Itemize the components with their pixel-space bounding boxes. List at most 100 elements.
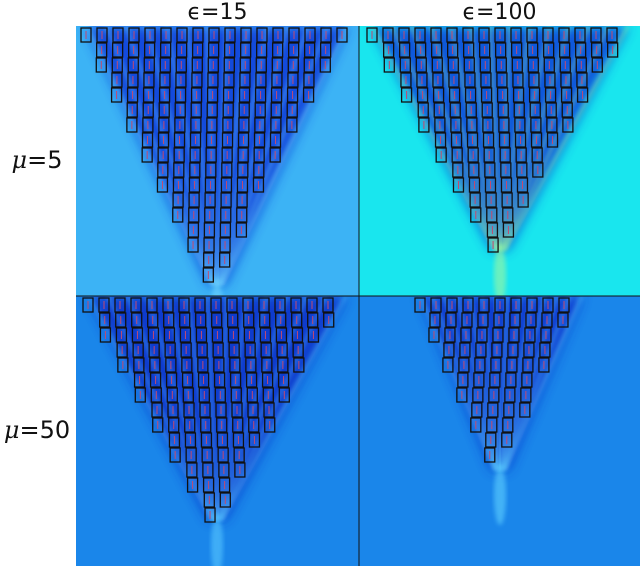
field-streak [84, 26, 214, 286]
particle-cell [270, 102, 282, 118]
particle-cell [510, 42, 523, 58]
particle-cell [261, 372, 274, 388]
particle-cell [218, 462, 230, 478]
particle-cell [538, 357, 550, 373]
particle-cell [228, 342, 240, 358]
particle-cell [178, 297, 190, 313]
particle-cell [180, 342, 192, 358]
particle-cell [132, 342, 144, 358]
particle-cell [235, 222, 248, 238]
particle-cell [117, 357, 129, 373]
particle-cell [304, 27, 316, 43]
particle-cell [216, 417, 228, 433]
particle-cell [142, 87, 155, 103]
particle-cell [236, 207, 248, 223]
field-streak [502, 26, 591, 251]
particle-cell [383, 57, 395, 73]
particle-cell [82, 297, 94, 313]
particle-cell [519, 402, 531, 418]
particle-cell [491, 342, 503, 358]
field-wedge [88, 296, 346, 520]
particle-cell [502, 222, 515, 238]
particle-cell [494, 42, 507, 58]
particle-cell [131, 312, 143, 328]
particle-cell [286, 117, 298, 133]
row-label-mu50: μ=50 [3, 416, 71, 444]
particle-cell [484, 177, 497, 193]
particle-cell [498, 117, 510, 133]
particle-cell [418, 117, 430, 133]
particle-cell [530, 132, 543, 148]
particle-cell [142, 102, 154, 118]
particle-cell [526, 297, 538, 313]
particle-cell [546, 117, 558, 133]
particle-cell [494, 297, 506, 313]
particle-cell [237, 147, 249, 163]
particle-cell [173, 162, 185, 178]
particle-cell [172, 177, 185, 193]
particle-cell [201, 447, 213, 463]
particle-cell [254, 117, 266, 133]
particle-cell [147, 312, 159, 328]
particle-cell [287, 72, 299, 88]
particle-cell [150, 387, 162, 403]
particle-cell [116, 342, 128, 358]
particle-cell [431, 57, 443, 73]
field-streak [165, 26, 217, 286]
particle-cell [277, 372, 290, 388]
particle-cell [205, 147, 217, 163]
particle-cell [303, 57, 315, 73]
field-streak [185, 26, 218, 286]
particle-cell [500, 162, 512, 178]
particle-cell [486, 417, 498, 433]
particle-cell [606, 27, 618, 43]
particle-cell [446, 297, 458, 313]
particle-cell [574, 42, 587, 58]
particle-cell [446, 27, 458, 43]
particle-cell [248, 432, 261, 448]
particle-cell [168, 417, 180, 433]
particle-cell [190, 117, 202, 133]
particle-cell [238, 117, 250, 133]
particle-cell [217, 447, 229, 463]
particle-cell [207, 57, 219, 73]
particle-cell [175, 42, 188, 58]
particle-cell [528, 72, 540, 88]
particle-cell [288, 27, 300, 43]
particle-cell [319, 57, 331, 73]
particle-cell [470, 417, 482, 433]
particle-cell [237, 162, 249, 178]
particle-cell [291, 327, 304, 343]
particle-cell [128, 27, 140, 43]
field-streak [503, 296, 584, 471]
particle-cell [492, 327, 504, 343]
particle-cell [195, 312, 207, 328]
particle-cell [253, 147, 265, 163]
particle-cell [507, 342, 519, 358]
particle-cell [291, 312, 303, 328]
particle-cell [449, 102, 461, 118]
particle-cell [111, 72, 123, 88]
particle-cell [158, 117, 170, 133]
particle-cell [468, 177, 481, 193]
particle-cell [222, 117, 234, 133]
particle-cell [576, 72, 588, 88]
particle-cell [415, 57, 427, 73]
particle-cell [504, 387, 516, 403]
particle-cell [456, 387, 468, 403]
particle-cell [80, 27, 92, 43]
particle-cell [470, 207, 482, 223]
particle-cell [545, 102, 557, 118]
particle-cell [430, 27, 442, 43]
particle-cell [483, 147, 495, 163]
particle-cell [287, 57, 299, 73]
particle-cell [221, 132, 234, 148]
particle-cell [179, 312, 191, 328]
particle-cell [143, 57, 155, 73]
particle-cell [512, 87, 525, 103]
particle-cell [239, 42, 252, 58]
particle-cells [366, 27, 619, 253]
particle-cell [213, 357, 225, 373]
particle-cell [514, 117, 526, 133]
